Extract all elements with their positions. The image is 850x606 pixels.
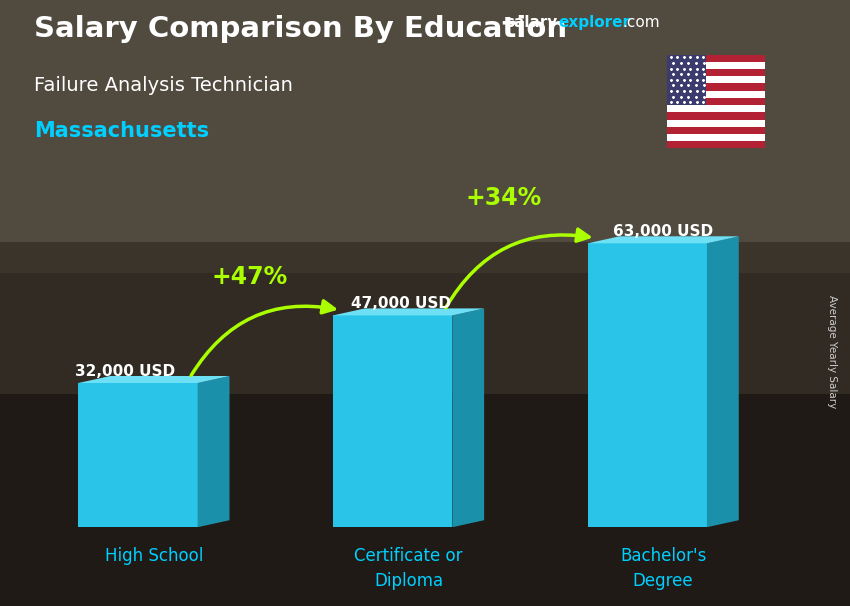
Text: Bachelor's
Degree: Bachelor's Degree (620, 547, 706, 590)
Bar (667, 98, 765, 105)
Bar (667, 119, 765, 127)
Text: +47%: +47% (212, 265, 287, 288)
Bar (667, 127, 765, 134)
Bar (0, 273, 850, 394)
Bar (667, 105, 765, 112)
Polygon shape (333, 316, 452, 527)
Polygon shape (587, 236, 739, 244)
Text: 32,000 USD: 32,000 USD (75, 364, 175, 379)
Bar (667, 69, 765, 76)
Text: Failure Analysis Technician: Failure Analysis Technician (34, 76, 293, 95)
Text: salary: salary (506, 15, 558, 30)
Polygon shape (78, 376, 230, 383)
Text: High School: High School (105, 547, 203, 565)
Bar (0, 0, 850, 242)
Polygon shape (452, 308, 484, 527)
Text: 47,000 USD: 47,000 USD (350, 296, 450, 311)
Bar (667, 91, 765, 98)
Text: Salary Comparison By Education: Salary Comparison By Education (34, 15, 567, 43)
Bar (667, 134, 765, 141)
Bar (0, 0, 850, 273)
Bar (0, 394, 850, 606)
Text: +34%: +34% (466, 185, 542, 210)
Bar (667, 55, 765, 62)
Bar (667, 112, 765, 119)
Text: explorer: explorer (558, 15, 631, 30)
Text: 63,000 USD: 63,000 USD (613, 224, 713, 239)
Polygon shape (198, 376, 230, 527)
Bar (667, 55, 706, 105)
Polygon shape (587, 244, 707, 527)
Bar (667, 76, 765, 84)
FancyArrowPatch shape (191, 301, 334, 375)
Bar (667, 141, 765, 148)
Bar (667, 84, 765, 91)
Polygon shape (707, 236, 739, 527)
Text: Massachusetts: Massachusetts (34, 121, 209, 141)
Polygon shape (78, 383, 198, 527)
Bar (667, 62, 765, 69)
Text: .com: .com (622, 15, 660, 30)
Text: Average Yearly Salary: Average Yearly Salary (827, 295, 837, 408)
Text: Certificate or
Diploma: Certificate or Diploma (354, 547, 462, 590)
Polygon shape (333, 308, 484, 316)
FancyArrowPatch shape (445, 229, 589, 308)
